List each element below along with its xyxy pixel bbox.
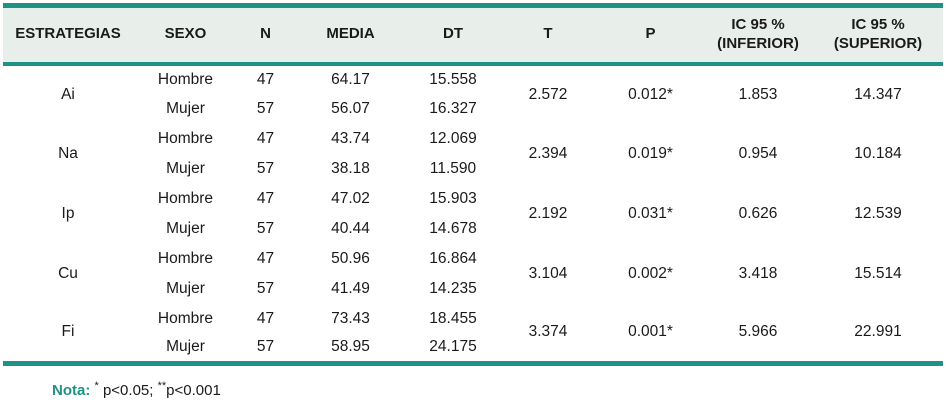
- table-row: Mujer 57 58.95 24.175: [3, 334, 943, 364]
- col-header-ic-superior-line1: IC 95 %: [851, 16, 905, 33]
- cell-sexo: Hombre: [157, 129, 214, 147]
- cell-p: 0.012*: [628, 85, 673, 103]
- table-note: Nota: * p<0.05; **p<0.001: [52, 380, 946, 399]
- table-row: Mujer 57 38.18 11.590: [3, 154, 943, 184]
- cell-n: 47: [256, 70, 275, 88]
- cell-p: 0.019*: [628, 144, 673, 162]
- cell-n: 57: [256, 338, 275, 356]
- cell-n: 47: [256, 189, 275, 207]
- cell-estrategia: Cu: [58, 264, 78, 282]
- cell-sexo: Hombre: [157, 70, 214, 88]
- cell-sexo: Mujer: [166, 219, 205, 237]
- cell-media: 43.74: [331, 129, 370, 147]
- cell-ic-superior: 15.514: [854, 264, 902, 282]
- cell-dt: 16.864: [429, 249, 477, 267]
- cell-t: 2.192: [528, 204, 568, 222]
- cell-dt: 15.558: [429, 70, 477, 88]
- cell-t: 2.394: [528, 144, 568, 162]
- col-header-ic-superior-line2: (SUPERIOR): [833, 34, 923, 52]
- cell-t: 3.374: [528, 323, 568, 341]
- cell-sexo: Mujer: [166, 99, 205, 117]
- cell-estrategia: Fi: [61, 323, 75, 341]
- cell-ic-superior: 12.539: [854, 204, 902, 222]
- cell-media: 38.18: [331, 159, 370, 177]
- cell-p: 0.001*: [628, 323, 673, 341]
- header-row: ESTRATEGIAS SEXO N MEDIA DT T P IC 95 % …: [3, 5, 943, 64]
- table-row: Mujer 57 56.07 16.327: [3, 94, 943, 124]
- cell-sexo: Mujer: [166, 159, 205, 177]
- cell-sexo: Hombre: [157, 189, 214, 207]
- cell-dt: 12.069: [429, 129, 477, 147]
- col-header-dt: DT: [443, 25, 463, 43]
- table-row: Mujer 57 40.44 14.678: [3, 214, 943, 244]
- cell-ic-inferior: 5.966: [738, 323, 778, 341]
- cell-n: 57: [256, 219, 275, 237]
- cell-n: 57: [256, 159, 275, 177]
- col-header-ic-inferior: IC 95 % (INFERIOR): [703, 6, 813, 64]
- table-row: Cu Hombre 47 50.96 16.864 3.104 0.002* 3…: [3, 244, 943, 282]
- col-header-ic-inferior-line1: IC 95 %: [731, 16, 785, 33]
- cell-p: 0.031*: [628, 204, 673, 222]
- cell-estrategia: Na: [58, 144, 78, 162]
- col-header-ic-superior: IC 95 % (SUPERIOR): [813, 6, 943, 64]
- col-header-estrategias: ESTRATEGIAS: [15, 25, 121, 43]
- cell-media: 73.43: [331, 309, 370, 327]
- cell-dt: 16.327: [429, 99, 477, 117]
- cell-sexo: Mujer: [166, 338, 205, 356]
- note-part1: p<0.05;: [102, 382, 154, 399]
- cell-ic-superior: 22.991: [854, 323, 902, 341]
- table-row: Ai Hombre 47 64.17 15.558 2.572 0.012* 1…: [3, 64, 943, 103]
- table-row: Fi Hombre 47 73.43 18.455 3.374 0.001* 5…: [3, 304, 943, 341]
- cell-media: 58.95: [331, 338, 370, 356]
- cell-p: 0.002*: [628, 264, 673, 282]
- note-part2: p<0.001: [166, 382, 221, 399]
- cell-n: 47: [256, 249, 275, 267]
- cell-media: 47.02: [331, 189, 370, 207]
- cell-ic-superior: 10.184: [854, 144, 902, 162]
- cell-dt: 14.235: [429, 279, 477, 297]
- table-row: Mujer 57 41.49 14.235: [3, 274, 943, 304]
- cell-sexo: Hombre: [157, 309, 214, 327]
- cell-sexo: Hombre: [157, 249, 214, 267]
- cell-n: 57: [256, 99, 275, 117]
- cell-t: 3.104: [528, 264, 568, 282]
- cell-ic-inferior: 1.853: [738, 85, 778, 103]
- cell-estrategia: Ip: [61, 204, 75, 222]
- cell-dt: 14.678: [429, 219, 477, 237]
- cell-dt: 18.455: [429, 309, 477, 327]
- cell-sexo: Mujer: [166, 279, 205, 297]
- cell-dt: 15.903: [429, 189, 477, 207]
- cell-ic-inferior: 0.626: [738, 204, 778, 222]
- statistics-table: ESTRATEGIAS SEXO N MEDIA DT T P IC 95 % …: [3, 3, 943, 366]
- col-header-n: N: [260, 25, 271, 43]
- cell-n: 47: [256, 309, 275, 327]
- table-row: Na Hombre 47 43.74 12.069 2.394 0.019* 0…: [3, 124, 943, 162]
- cell-media: 40.44: [331, 219, 370, 237]
- table-row: Ip Hombre 47 47.02 15.903 2.192 0.031* 0…: [3, 184, 943, 222]
- cell-media: 50.96: [331, 249, 370, 267]
- cell-media: 56.07: [331, 99, 370, 117]
- col-header-t: T: [543, 25, 553, 43]
- cell-dt: 11.590: [429, 159, 477, 177]
- cell-ic-inferior: 3.418: [738, 264, 778, 282]
- cell-t: 2.572: [528, 85, 568, 103]
- cell-ic-inferior: 0.954: [738, 144, 778, 162]
- cell-estrategia: Ai: [61, 85, 75, 103]
- statistics-table-wrap: ESTRATEGIAS SEXO N MEDIA DT T P IC 95 % …: [3, 3, 943, 366]
- note-star2: **: [157, 380, 167, 392]
- col-header-media: MEDIA: [326, 25, 375, 43]
- note-label: Nota:: [52, 382, 91, 399]
- col-header-sexo: SEXO: [164, 25, 207, 43]
- cell-n: 47: [256, 129, 275, 147]
- note-star1: *: [94, 380, 99, 392]
- cell-media: 64.17: [331, 70, 370, 88]
- cell-dt: 24.175: [429, 338, 477, 356]
- cell-n: 57: [256, 279, 275, 297]
- cell-ic-superior: 14.347: [854, 85, 902, 103]
- col-header-ic-inferior-line2: (INFERIOR): [717, 34, 799, 52]
- col-header-p: P: [645, 25, 656, 43]
- cell-media: 41.49: [331, 279, 370, 297]
